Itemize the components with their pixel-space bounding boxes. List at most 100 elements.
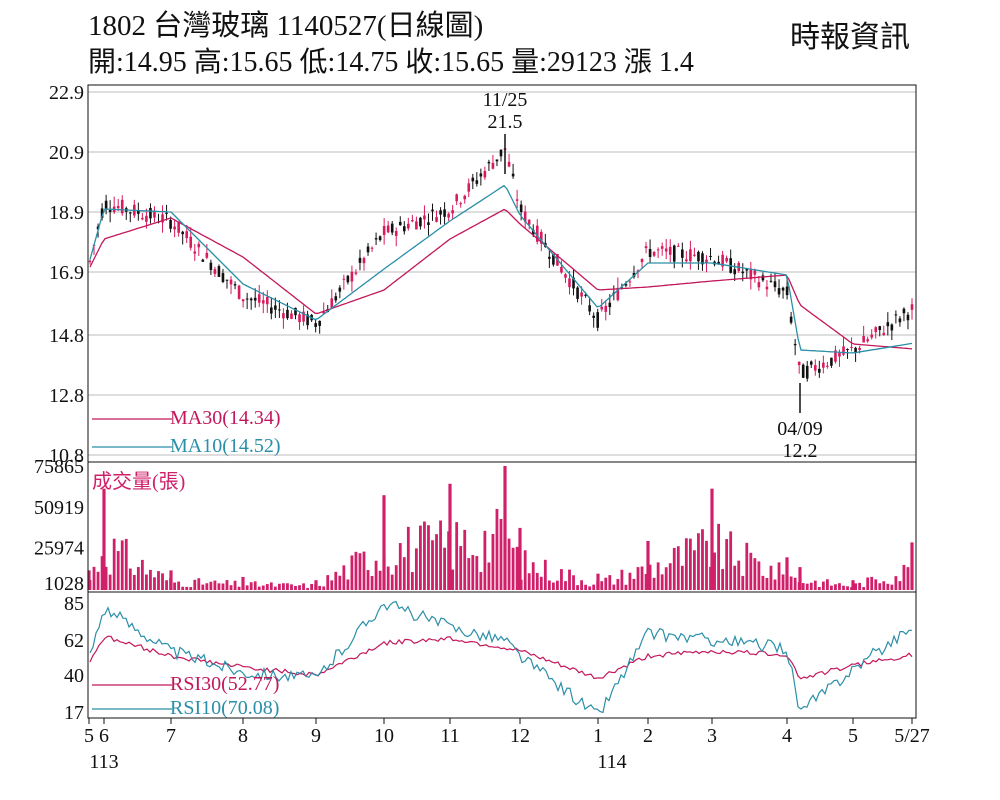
volume-bar	[721, 569, 725, 590]
volume-bar	[854, 583, 857, 590]
candle-body	[415, 221, 418, 230]
volume-bar	[273, 586, 277, 590]
volume-bar	[813, 580, 817, 590]
ma30-legend: MA30(14.34)	[170, 407, 281, 429]
volume-bar	[108, 574, 112, 590]
candle-body	[378, 236, 382, 241]
candle-body	[874, 327, 878, 333]
candle-body	[217, 266, 221, 277]
volume-bar	[245, 585, 249, 590]
volume-spike	[710, 488, 714, 590]
volume-bar	[789, 576, 793, 590]
volume-bar	[527, 573, 531, 590]
volume-spike	[503, 466, 507, 590]
candle-body	[785, 286, 789, 296]
x-tick-label: 4	[782, 725, 792, 747]
x-tick-label: 7	[166, 725, 176, 747]
candle-body	[689, 249, 692, 262]
candle-body	[209, 262, 213, 270]
candle-body	[298, 314, 301, 323]
candle-body	[382, 225, 386, 235]
volume-bar	[221, 583, 225, 590]
volume-bar	[680, 565, 684, 590]
volume-bar	[374, 560, 378, 590]
candle-body	[443, 209, 446, 217]
candle-body	[910, 304, 914, 310]
ma10-legend: MA10(14.52)	[170, 435, 281, 457]
candle-body	[568, 278, 571, 288]
price-tick-label: 22.9	[49, 82, 84, 104]
grid-layer	[88, 91, 916, 456]
candle-body	[761, 275, 765, 281]
candle-body	[229, 279, 233, 285]
volume-bar	[858, 582, 862, 590]
price-frame	[87, 84, 917, 463]
candle-body	[197, 243, 201, 248]
volume-bar	[684, 538, 688, 590]
volume-bar	[209, 581, 213, 590]
volume-bar	[431, 540, 434, 590]
volume-bar	[366, 570, 370, 590]
candle-body	[511, 173, 515, 177]
axis-layer: 22.920.918.916.914.812.810.8758655091925…	[34, 82, 930, 773]
volume-bar	[157, 571, 160, 590]
candle-body	[801, 364, 805, 378]
volume-spike	[785, 557, 789, 590]
volume-bar	[616, 579, 620, 590]
volume-bar	[149, 569, 152, 590]
candle-body	[898, 318, 902, 323]
volume-bar	[705, 540, 708, 590]
volume-tick-label: 1028	[44, 573, 84, 595]
volume-bar	[136, 567, 140, 590]
candle-body	[334, 296, 338, 301]
volume-bar	[592, 584, 596, 590]
volume-bar	[761, 575, 765, 590]
candle-body	[362, 258, 366, 264]
volume-bar	[866, 577, 870, 590]
candle-body	[145, 215, 148, 222]
candle-body	[846, 349, 849, 351]
volume-bar	[358, 553, 362, 590]
volume-bar	[793, 577, 797, 590]
candle-body	[862, 336, 865, 343]
volume-spike	[241, 576, 245, 590]
candle-body	[350, 271, 354, 282]
volume-bar	[459, 546, 463, 590]
candle-body	[487, 161, 491, 164]
volume-bar	[825, 579, 829, 590]
volume-bar	[906, 567, 910, 590]
candle-body	[539, 231, 543, 244]
volume-bar	[165, 580, 168, 590]
candle-body	[278, 309, 281, 311]
volume-bar	[648, 564, 652, 590]
volume-bar	[205, 583, 209, 590]
volume-bar	[713, 552, 716, 590]
volume-bar	[153, 577, 156, 590]
candle-body	[604, 305, 608, 312]
volume-bar	[249, 582, 253, 590]
volume-bar	[862, 587, 866, 590]
volume-spike	[169, 570, 173, 590]
volume-bar	[515, 546, 519, 590]
volume-bar	[197, 578, 201, 590]
candle-body	[451, 210, 454, 214]
ma10-line	[89, 184, 913, 354]
candle-body	[705, 259, 708, 263]
volume-bar	[495, 508, 499, 590]
volume-spike	[448, 483, 452, 590]
volume-bar	[620, 569, 624, 590]
x-tick-label: 5	[84, 725, 94, 747]
volume-bar	[551, 582, 555, 590]
volume-bar	[419, 525, 422, 590]
rsi-panel: RSI30(52.77)RSI10(70.08)	[89, 600, 913, 719]
candle-body	[241, 299, 245, 302]
volume-bar	[233, 580, 237, 590]
volume-bar	[777, 562, 781, 590]
volume-bar	[539, 576, 543, 590]
volume-bar	[560, 569, 563, 590]
volume-bar	[269, 582, 273, 590]
volume-bar	[547, 580, 551, 590]
volume-bar	[697, 533, 700, 590]
volume-bar	[632, 578, 636, 590]
candle-body	[552, 253, 555, 265]
